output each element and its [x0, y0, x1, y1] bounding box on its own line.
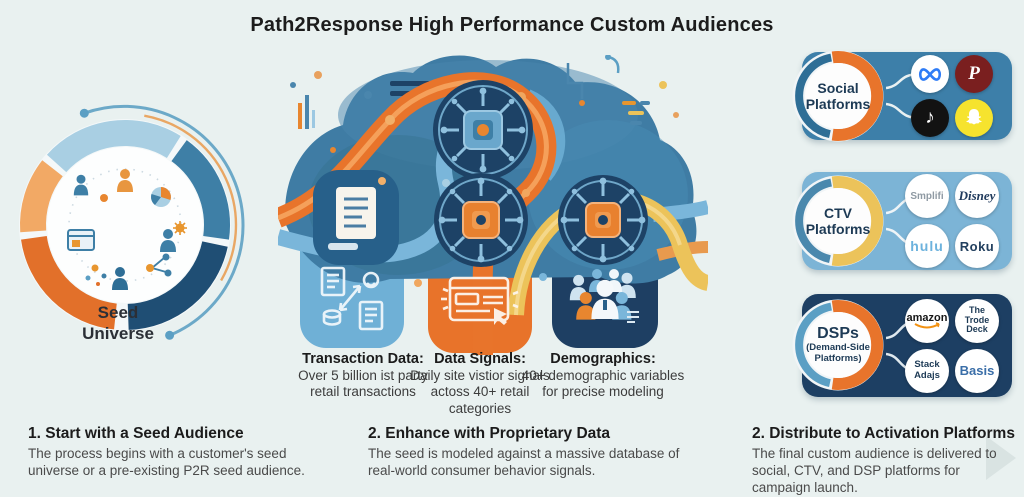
network-icon	[146, 253, 172, 277]
dots-decoration	[85, 264, 107, 286]
amazon-smile-icon	[914, 321, 940, 328]
ctv-platforms-card: Smplifi Disney hulu Roku CTV Platforms	[792, 172, 1012, 270]
pie-chart-icon	[151, 187, 171, 207]
step-2: 2. Enhance with Proprietary Data The see…	[368, 425, 680, 478]
pinterest-p-icon: P	[968, 63, 980, 84]
hulu-logo: hulu	[905, 224, 949, 268]
disney-logo: Disney	[955, 174, 999, 218]
seed-universe-diagram: Seed Universe	[0, 100, 250, 350]
amazon-logo: amazon	[905, 298, 949, 343]
smplifi-logo: Smplifi	[905, 174, 949, 218]
snapchat-logo	[955, 99, 993, 137]
ring-icon	[792, 50, 884, 142]
ring-icon	[792, 175, 884, 267]
roku-logo: Roku	[955, 224, 999, 268]
social-platforms-circle: Social Platforms	[790, 48, 886, 144]
tiktok-logo: ♪	[911, 99, 949, 137]
dsp-platforms-card: amazon The Trode Deck Stack Adajs Basis …	[792, 294, 1012, 397]
ctv-platforms-circle: CTV Platforms	[790, 173, 886, 269]
background-arrow-watermark	[986, 436, 1016, 480]
transaction-exchange-icon	[320, 266, 384, 331]
demographics-label: Demographics: 40+ demographic variables …	[521, 351, 685, 400]
data-processing-illustration	[278, 55, 708, 355]
snapchat-ghost-icon	[966, 109, 982, 125]
pinterest-logo: P	[955, 55, 993, 93]
data-signals-label: Data Signals: Daily site vistior signals…	[410, 351, 550, 416]
basis-logo: Basis	[955, 348, 999, 393]
dsp-circle: DSPs (Demand-Side Platforms)	[790, 297, 886, 393]
demographics-people-icon	[569, 269, 639, 323]
document-node-icon	[313, 170, 399, 265]
stackadapt-logo: Stack Adajs	[905, 348, 949, 393]
tiktok-note-icon: ♪	[925, 107, 935, 128]
ring-icon	[792, 299, 884, 391]
web-signals-icon	[441, 276, 519, 325]
transaction-data-label: Transaction Data: Over 5 billion ist par…	[298, 351, 428, 400]
meta-infinity-icon	[918, 67, 942, 81]
social-platforms-card: P ♪ Social Platforms	[792, 50, 1012, 142]
step-1: 1. Start with a Seed Audience The proces…	[28, 425, 305, 478]
step-3: 2. Distribute to Activation Platforms Th…	[752, 425, 1015, 495]
trade-desk-logo: The Trode Deck	[955, 298, 999, 343]
seed-ring-icon	[19, 104, 245, 340]
seed-universe-label: Seed Universe	[82, 303, 154, 344]
cpu-chip-icon	[558, 175, 648, 265]
browser-icon	[67, 229, 95, 251]
page-title: Path2Response High Performance Custom Au…	[250, 14, 774, 36]
meta-logo	[911, 55, 949, 93]
cpu-chip-icon	[434, 173, 528, 267]
person-gear-icon	[160, 221, 187, 252]
cpu-chip-icon	[433, 80, 533, 180]
